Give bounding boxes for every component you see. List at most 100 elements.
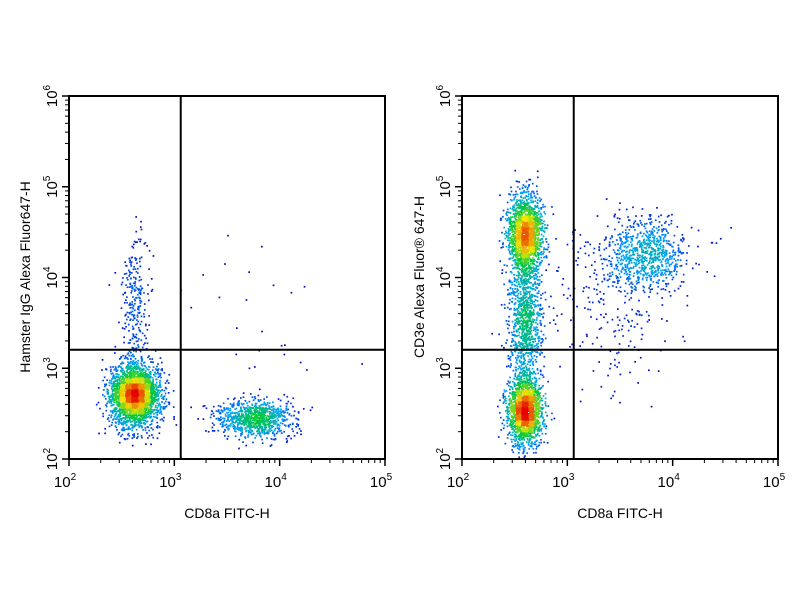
data-point — [275, 421, 277, 423]
data-point — [706, 271, 708, 273]
data-point — [273, 285, 275, 287]
data-point — [129, 384, 131, 386]
data-point — [607, 322, 609, 324]
data-point — [152, 404, 154, 406]
data-point — [643, 290, 645, 292]
data-point — [269, 423, 271, 425]
data-point — [120, 385, 122, 387]
data-point — [620, 291, 622, 293]
data-point — [651, 288, 653, 290]
data-point — [234, 428, 236, 430]
data-point — [131, 301, 133, 303]
data-point — [665, 274, 667, 276]
data-point — [248, 411, 250, 413]
data-point — [625, 283, 627, 285]
data-point — [114, 386, 116, 388]
data-point — [148, 397, 150, 399]
data-point — [661, 289, 663, 291]
data-point — [225, 414, 227, 416]
data-point — [138, 422, 140, 424]
data-point — [628, 233, 630, 235]
data-point — [684, 340, 686, 342]
data-point — [629, 372, 631, 374]
data-point — [136, 287, 138, 289]
data-point — [152, 429, 154, 431]
data-point — [625, 229, 627, 231]
data-point — [675, 260, 677, 262]
data-point — [231, 406, 233, 408]
data-point — [663, 228, 665, 230]
data-point — [548, 247, 550, 249]
data-point — [618, 330, 620, 332]
data-point — [515, 302, 517, 304]
data-point — [288, 401, 290, 403]
data-point — [124, 418, 126, 420]
data-point — [534, 195, 536, 197]
data-point — [620, 234, 622, 236]
data-point — [284, 344, 286, 346]
data-point — [668, 283, 670, 285]
data-point — [661, 225, 663, 227]
data-point — [142, 394, 144, 396]
data-point — [509, 358, 511, 360]
data-point — [508, 316, 510, 318]
data-point — [603, 293, 605, 295]
data-point — [106, 379, 108, 381]
data-point — [223, 421, 225, 423]
data-point — [563, 294, 565, 296]
data-point — [666, 230, 668, 232]
data-point — [143, 316, 145, 318]
data-point — [140, 289, 142, 291]
data-point — [122, 368, 124, 370]
data-point — [613, 331, 615, 333]
data-point — [161, 362, 163, 364]
data-point — [612, 285, 614, 287]
data-point — [126, 384, 128, 386]
data-point — [255, 403, 257, 405]
data-point — [589, 301, 591, 303]
data-point — [610, 261, 612, 263]
data-point — [647, 321, 649, 323]
data-point — [263, 404, 265, 406]
data-point — [512, 321, 514, 323]
data-point — [141, 415, 143, 417]
data-point — [509, 377, 511, 379]
data-point — [562, 278, 564, 280]
data-point — [129, 373, 131, 375]
data-point — [104, 433, 106, 435]
data-point — [259, 408, 261, 410]
data-point — [149, 417, 151, 419]
data-point — [630, 325, 632, 327]
data-point — [511, 292, 513, 294]
data-point — [596, 274, 598, 276]
data-point — [137, 268, 139, 270]
data-point — [136, 424, 138, 426]
data-point — [652, 228, 654, 230]
data-point — [149, 367, 151, 369]
data-point — [283, 415, 285, 417]
data-point — [664, 340, 666, 342]
data-point — [617, 277, 619, 279]
data-point — [611, 236, 613, 238]
data-point — [535, 289, 537, 291]
data-point — [270, 445, 272, 447]
data-point — [651, 406, 653, 408]
data-point — [238, 428, 240, 430]
data-point — [143, 400, 145, 402]
data-point — [129, 259, 131, 261]
data-point — [254, 396, 256, 398]
data-point — [667, 216, 669, 218]
data-point — [130, 370, 132, 372]
data-point — [111, 422, 113, 424]
data-point — [110, 371, 112, 373]
data-point — [274, 417, 276, 419]
data-point — [138, 312, 140, 314]
data-point — [616, 353, 618, 355]
data-point — [127, 279, 129, 281]
data-point — [118, 366, 120, 368]
data-point — [132, 287, 134, 289]
y-tick-label: 105 — [42, 175, 61, 198]
data-point — [153, 366, 155, 368]
data-point — [541, 281, 543, 283]
data-point — [583, 287, 585, 289]
